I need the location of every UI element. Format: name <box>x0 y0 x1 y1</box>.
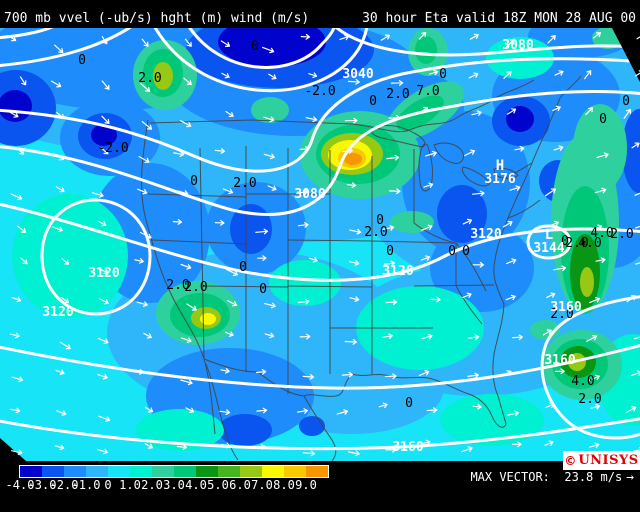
valid-time-label: 30 hour Eta valid 18Z MON 28 AUG 00 <box>362 11 636 26</box>
colorbar-tick-label: 8.0 <box>273 478 295 492</box>
colorbar-tick-label: -1.0 <box>71 478 101 492</box>
svg-text:2.0: 2.0 <box>364 225 387 240</box>
colorbar-segment <box>108 466 130 477</box>
colorbar-tick-label: 7.0 <box>251 478 273 492</box>
colorbar-tick-label: 1.0 <box>119 478 141 492</box>
colorbar-segment <box>42 466 64 477</box>
colorbar-segment <box>262 466 284 477</box>
svg-text:0: 0 <box>462 244 470 259</box>
colorbar-segment <box>152 466 174 477</box>
svg-text:H: H <box>496 158 504 174</box>
copyright-icon: © <box>564 453 577 468</box>
colorbar-tick-label: 0 <box>104 478 112 492</box>
colorbar-tick-label: 2.0 <box>141 478 163 492</box>
svg-text:3160: 3160 <box>544 353 575 368</box>
max-vector-arrow-icon: → <box>626 470 634 485</box>
svg-text:2.0: 2.0 <box>578 392 601 407</box>
colorbar-tick-label: -3.0 <box>27 478 57 492</box>
svg-text:-2.0: -2.0 <box>304 84 335 99</box>
svg-text:7.0: 7.0 <box>416 84 439 99</box>
vvel-colorbar <box>19 465 329 478</box>
svg-text:0: 0 <box>78 53 86 68</box>
max-vector-value: 23.8 m/s <box>564 470 623 484</box>
svg-text:3080: 3080 <box>294 187 325 202</box>
colorbar-segment <box>196 466 218 477</box>
product-title: 700 mb vvel (-ub/s) hght (m) wind (m/s) <box>4 11 310 26</box>
colorbar-segment <box>130 466 152 477</box>
svg-text:0: 0 <box>561 234 569 249</box>
colorbar-tick-label: 4.0 <box>185 478 207 492</box>
svg-text:0: 0 <box>599 112 607 127</box>
svg-text:4.0: 4.0 <box>571 374 594 389</box>
svg-text:0: 0 <box>369 94 377 109</box>
svg-text:4.0: 4.0 <box>578 236 601 251</box>
colorbar-segment <box>86 466 108 477</box>
footer-bar: -4.0 -3.0 -2.0 -1.0 0 1.0 2.0 3.0 4.0 5.0 6.0 7.0 8.… <box>0 461 640 512</box>
colorbar-tick-label: 6.0 <box>229 478 251 492</box>
svg-text:0: 0 <box>386 244 394 259</box>
max-vector-readout: MAX VECTOR: 23.8 m/s → <box>470 470 634 485</box>
svg-text:0: 0 <box>251 39 259 54</box>
svg-text:3120: 3120 <box>382 264 413 279</box>
svg-text:0: 0 <box>376 213 384 228</box>
svg-text:3120: 3120 <box>42 305 73 320</box>
colorbar-segment <box>240 466 262 477</box>
map-area: 0 2.0 0 -2.0 -2.0 0 2.0 7.0 0 0 2.0 0 2.0 0 0 2.0 2.0 0 0 0… <box>0 28 640 461</box>
colorbar-tick-label: 3.0 <box>163 478 185 492</box>
title-bar: 700 mb vvel (-ub/s) hght (m) wind (m/s) … <box>0 0 640 28</box>
svg-text:3160: 3160 <box>550 300 581 315</box>
svg-text:3176: 3176 <box>484 172 515 187</box>
svg-text:2.0: 2.0 <box>233 176 256 191</box>
colorbar-segment <box>174 466 196 477</box>
colorbar-segment <box>284 466 306 477</box>
colorbar-segment <box>306 466 328 477</box>
svg-text:2.0: 2.0 <box>565 236 588 251</box>
svg-text:0: 0 <box>259 282 267 297</box>
svg-text:-2.0: -2.0 <box>97 141 128 156</box>
svg-text:2.0: 2.0 <box>386 87 409 102</box>
svg-text:2.0: 2.0 <box>166 278 189 293</box>
svg-text:4.0: 4.0 <box>590 226 613 241</box>
colorbar-labels: -4.0 -3.0 -2.0 -1.0 0 1.0 2.0 3.0 4.0 5.0 6.0 7.0 8.… <box>0 478 640 492</box>
svg-text:0: 0 <box>439 67 447 82</box>
unisys-logo-text: UNISYS <box>578 453 639 468</box>
svg-text:3080: 3080 <box>502 38 533 53</box>
svg-text:0: 0 <box>448 244 456 259</box>
svg-text:3120: 3120 <box>88 266 119 281</box>
colorbar-segment <box>218 466 240 477</box>
colorbar-tick-label: -4.0 <box>5 478 35 492</box>
svg-text:2.0: 2.0 <box>610 227 633 242</box>
svg-text:3040: 3040 <box>342 67 373 82</box>
colorbar-tick-label: 9.0 <box>295 478 317 492</box>
svg-text:0: 0 <box>239 260 247 275</box>
svg-text:2.0: 2.0 <box>550 307 573 322</box>
svg-text:2.0: 2.0 <box>184 280 207 295</box>
svg-text:L: L <box>545 227 553 243</box>
svg-text:3160: 3160 <box>392 440 423 455</box>
svg-text:2.0: 2.0 <box>138 71 161 86</box>
colorbar-tick-label: -2.0 <box>49 478 79 492</box>
svg-text:3144: 3144 <box>533 241 564 256</box>
svg-text:0: 0 <box>190 174 198 189</box>
svg-text:0: 0 <box>405 396 413 411</box>
max-vector-label: MAX VECTOR: <box>470 470 550 484</box>
colorbar-tick-label: 5.0 <box>207 478 229 492</box>
colorbar-segment <box>20 466 42 477</box>
colorbar-segment <box>64 466 86 477</box>
svg-text:3120: 3120 <box>470 227 501 242</box>
unisys-logo: © UNISYS <box>563 451 640 470</box>
svg-text:0: 0 <box>622 94 630 109</box>
